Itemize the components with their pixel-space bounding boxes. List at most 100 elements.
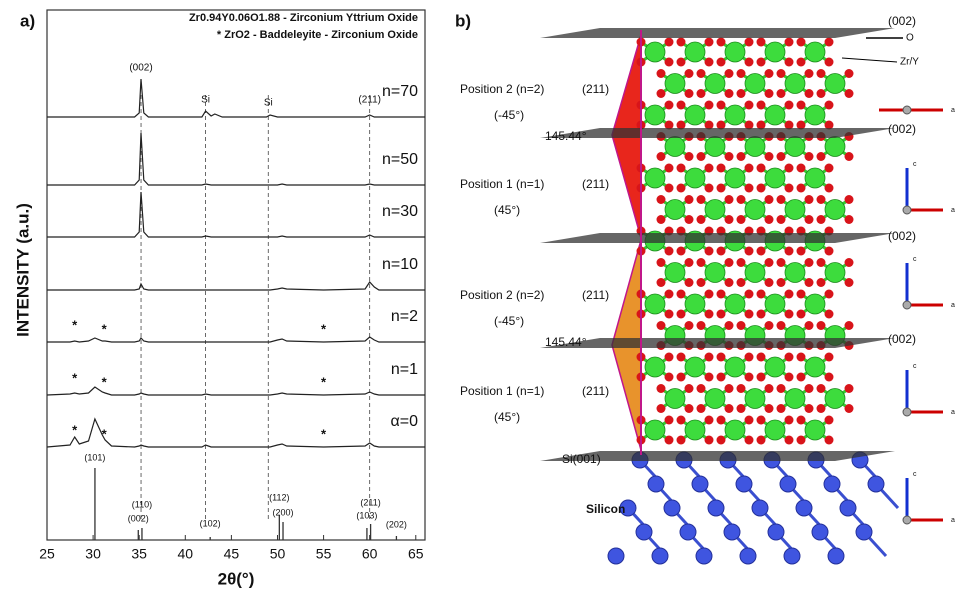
oxygen-atom	[664, 37, 674, 47]
silicon-atom	[827, 547, 845, 565]
asterisk: *	[321, 321, 327, 336]
x-tick-label: 65	[408, 546, 424, 562]
angle-label: (45°)	[494, 410, 520, 424]
x-tick-label: 35	[131, 546, 147, 562]
silicon-atom	[607, 547, 625, 565]
zr-atom	[804, 419, 826, 441]
axis-label: c	[913, 363, 917, 370]
oxygen-atom	[704, 289, 714, 299]
oxygen-atom	[676, 120, 686, 130]
angle-value: 145.44°	[545, 335, 587, 349]
oxygen-atom	[736, 278, 746, 287]
axis-label: a	[951, 302, 955, 309]
oxygen-atom	[784, 435, 794, 445]
oxygen-atom	[756, 183, 766, 193]
oxygen-atom	[796, 37, 806, 47]
zr-atom	[664, 388, 686, 409]
zr-atom	[824, 199, 846, 220]
zr-atom	[724, 356, 746, 378]
oxygen-atom	[656, 215, 666, 224]
oxygen-atom	[696, 89, 706, 98]
zr-atom	[704, 262, 726, 283]
oxygen-atom	[776, 384, 786, 393]
oxygen-atom	[684, 69, 694, 78]
zr-atom	[764, 293, 786, 315]
oxygen-atom	[816, 152, 826, 161]
oxygen-atom	[676, 352, 686, 362]
oxygen-atom	[796, 415, 806, 425]
trace	[47, 191, 425, 238]
oxygen-atom	[684, 384, 694, 393]
silicon-atom	[811, 523, 829, 541]
axis-label: a	[951, 207, 955, 214]
trace	[46, 386, 425, 396]
oxygen-atom	[804, 404, 814, 413]
oxygen-atom	[756, 415, 766, 425]
oxygen-atom	[704, 120, 714, 130]
oxygen-atom	[784, 183, 794, 193]
trace	[47, 132, 425, 186]
oxygen-atom	[744, 372, 754, 382]
oxygen-atom	[736, 215, 746, 224]
series-label: n=10	[382, 256, 418, 273]
oxygen-atom	[716, 100, 726, 110]
oxygen-atom	[844, 152, 854, 161]
zr-atom	[724, 104, 746, 126]
oxygen-atom	[716, 57, 726, 67]
oxygen-atom	[736, 152, 746, 161]
asterisk: *	[72, 317, 78, 332]
lattice-plane	[540, 233, 895, 243]
x-tick-label: 60	[362, 546, 378, 562]
lattice-plane	[540, 338, 895, 348]
oxygen-atom	[724, 404, 734, 413]
oxygen-atom	[704, 163, 714, 173]
oxygen-atom	[704, 246, 714, 256]
oxygen-atom	[716, 120, 726, 130]
trace	[46, 417, 425, 448]
oxygen-atom	[756, 246, 766, 256]
zr-atom	[704, 136, 726, 157]
zr-atom	[644, 419, 666, 441]
oxygen-atom	[824, 415, 834, 425]
silicon-atom	[647, 475, 665, 493]
axis-origin	[902, 515, 912, 525]
oxygen-atom	[844, 321, 854, 330]
plane-label: (211)	[582, 288, 609, 302]
oxygen-atom	[684, 321, 694, 330]
series-label: n=70	[382, 83, 418, 100]
oxygen-atom	[776, 321, 786, 330]
oxygen-atom	[756, 37, 766, 47]
silicon-atom	[723, 523, 741, 541]
oxygen-atom	[684, 89, 694, 98]
oxygen-atom	[744, 246, 754, 256]
oxygen-atom	[764, 258, 774, 267]
trace	[47, 281, 425, 291]
position-label: Position 2 (n=2)	[460, 82, 544, 96]
series-label: n=30	[382, 203, 418, 220]
oxygen-atom	[796, 289, 806, 299]
oxygen-atom	[764, 89, 774, 98]
silicon-atom	[619, 499, 637, 517]
oxygen-atom	[816, 195, 826, 204]
series-label: α=0	[391, 413, 419, 430]
zr-atom	[764, 104, 786, 126]
oxygen-atom	[656, 89, 666, 98]
oxygen-atom	[784, 246, 794, 256]
oxygen-atom	[664, 289, 674, 299]
x-tick-label: 30	[85, 546, 101, 562]
oxygen-atom	[724, 215, 734, 224]
oxygen-atom	[676, 100, 686, 110]
oxygen-atom	[744, 352, 754, 362]
oxygen-atom	[824, 120, 834, 130]
oxygen-atom	[816, 69, 826, 78]
oxygen-atom	[784, 309, 794, 319]
oxygen-atom	[796, 183, 806, 193]
zr-atom	[684, 356, 706, 378]
asterisk: *	[72, 422, 78, 437]
oxygen-atom	[784, 57, 794, 67]
oxygen-atom	[776, 215, 786, 224]
oxygen-atom	[844, 404, 854, 413]
oxygen-atom	[756, 289, 766, 299]
oxygen-atom	[844, 258, 854, 267]
zr-atom	[804, 293, 826, 315]
